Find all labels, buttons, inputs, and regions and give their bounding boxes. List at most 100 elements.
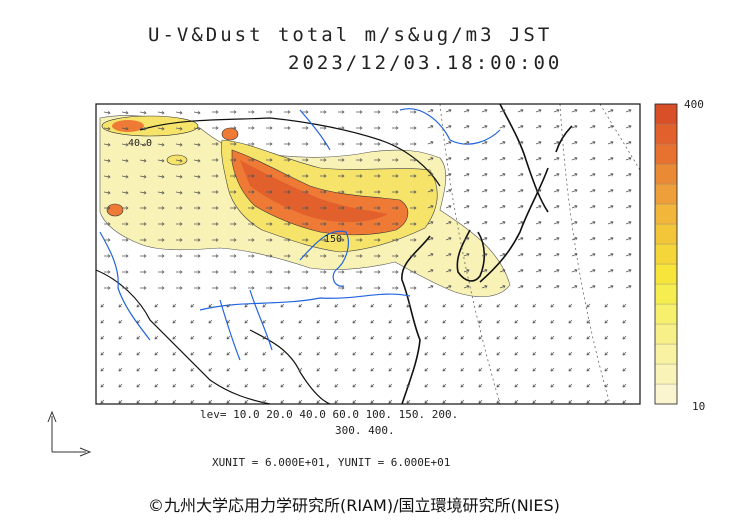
wind-arrow [463,141,470,145]
map-frame [95,103,641,405]
contour-label: 150 [324,234,342,245]
wind-arrow [445,205,452,209]
wind-arrow [320,110,327,114]
wind-arrow [140,222,147,226]
wind-arrow [266,286,273,290]
wind-arrow [136,303,141,308]
copyright-notice: ©九州大学応用力学研究所(RIAM)/国立環境研究所(NIES) [148,496,560,515]
wind-arrow [158,222,165,226]
wind-arrow [334,335,339,340]
wind-arrow [442,383,447,388]
wind-arrow [374,270,381,274]
wind-arrow [230,206,237,210]
wind-arrow [410,286,417,290]
wind-arrow [622,335,627,340]
wind-arrow [406,351,411,356]
wind-arrow [266,126,273,130]
wind-arrow [622,399,627,404]
colorbar-swatch [654,103,678,125]
wind-arrow [589,237,596,241]
wind-arrow [625,157,632,161]
wind-arrow [175,174,183,179]
wind-arrow [230,142,237,146]
wind-arrow [190,335,195,340]
wind-arrow [478,399,483,404]
dust-hotspot-west [106,203,124,217]
wind-arrow [442,399,447,404]
wind-arrow [481,285,488,289]
wind-arrow [298,351,303,356]
wind-arrow [212,270,219,274]
wind-arrow [103,174,111,179]
wind-arrow [535,141,542,145]
wind-arrow [190,351,195,356]
wind-arrow [302,126,309,130]
wind-arrow [122,238,129,242]
wind-arrow [338,110,345,114]
wind-arrow [463,125,470,129]
wind-arrow [266,158,273,162]
wind-arrow [535,109,542,113]
wind-arrow [388,383,393,388]
wind-arrow [424,367,429,372]
wind-arrow [427,141,434,145]
wind-arrow [514,399,519,404]
axis-arrow-icon [47,410,92,457]
wind-arrow [607,205,614,209]
wind-arrow [499,189,506,193]
contour-levels-cont: 300. 400. [335,424,395,437]
wind-arrow [302,174,309,178]
wind-arrow [427,237,434,241]
wind-arrow [424,335,429,340]
wind-arrow [104,254,111,258]
wind-arrow [121,190,129,195]
wind-arrow [338,286,345,290]
wind-arrow [103,110,111,115]
colorbar-swatch [654,263,678,285]
wind-arrow [481,141,488,145]
wind-arrow [496,303,501,308]
wind-arrow [356,222,363,226]
border-southwest [249,329,331,404]
wind-arrow [176,286,183,290]
wind-arrow [334,319,339,324]
wind-arrow [356,190,363,194]
border-mongolia [139,117,441,187]
wind-arrow [514,319,519,324]
wind-arrow [284,158,291,162]
wind-arrow [532,383,537,388]
wind-arrow [320,254,327,258]
wind-arrow [230,110,237,114]
wind-arrow [302,142,309,146]
wind-arrow [427,253,434,257]
wind-arrow [586,335,591,340]
wind-arrow [410,270,417,274]
wind-arrow [607,109,614,113]
wind-arrow [625,141,632,145]
wind-arrow [280,335,285,340]
wind-arrow [571,253,578,257]
wind-arrow [212,174,219,178]
wind-arrow [532,351,537,356]
wind-arrow [190,367,195,372]
wind-arrow [517,285,524,289]
wind-arrow [334,367,339,372]
wind-arrow [172,303,177,308]
wind-arrow [517,253,524,257]
wind-arrow [604,335,609,340]
wind-arrow [589,253,596,257]
wind-arrow [262,319,267,324]
wind-arrow [284,126,291,130]
wind-arrow [410,238,417,242]
wind-arrow [320,270,327,274]
wind-arrow [460,319,465,324]
wind-arrow [158,254,165,258]
wind-arrow [460,351,465,356]
wind-arrow [460,303,465,308]
wind-arrow [140,206,147,210]
wind-arrow [118,383,123,388]
wind-arrow [392,270,399,274]
wind-arrow [392,206,399,210]
wind-arrow [136,383,141,388]
wind-arrow [499,285,506,289]
